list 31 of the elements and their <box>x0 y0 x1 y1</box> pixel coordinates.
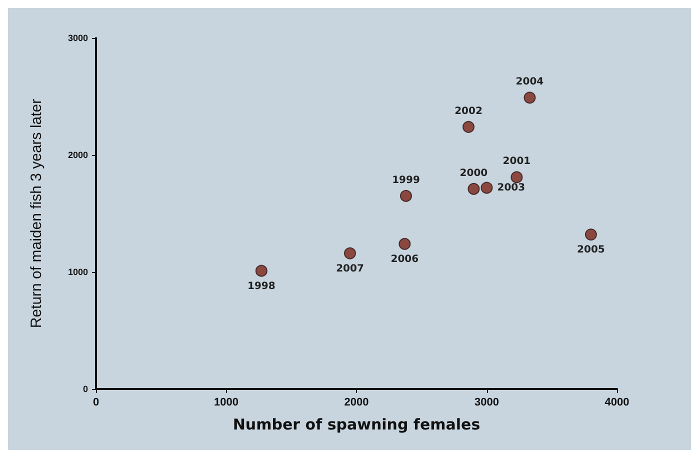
annotation: 1998 <box>247 280 276 292</box>
annotation: 1999 <box>392 174 420 186</box>
point <box>480 182 493 194</box>
point <box>584 228 597 241</box>
annotation: 2001 <box>502 156 531 168</box>
x-tick-label: 1000 <box>214 396 238 408</box>
annotation: 2000 <box>460 168 488 179</box>
point <box>255 264 268 277</box>
x-tick-label: 3000 <box>474 396 499 408</box>
annotation: 2002 <box>454 106 482 117</box>
point <box>398 238 411 250</box>
annotation: 2003 <box>497 182 526 194</box>
point <box>462 120 475 133</box>
point <box>468 182 480 195</box>
point <box>510 171 523 184</box>
x-tick-label: 2000 <box>344 396 369 408</box>
y-axis-title: Return of maiden fish 3 years later <box>28 98 45 328</box>
x-axis-title: Number of spawning females <box>232 416 480 434</box>
point <box>344 247 356 260</box>
point <box>400 190 412 202</box>
annotation: 2004 <box>516 76 544 88</box>
y-tick-label: 2000 <box>68 150 88 160</box>
annotation: 2006 <box>390 254 419 265</box>
y-tick-label: 0 <box>82 384 88 394</box>
y-tick-label: 3000 <box>68 33 88 43</box>
point <box>524 92 536 104</box>
x-tick-label: 4000 <box>604 396 630 408</box>
x-tick-label: 0 <box>92 396 100 408</box>
annotation: 2007 <box>336 263 364 274</box>
annotation: 2005 <box>577 244 605 256</box>
y-tick-label: 1000 <box>68 267 88 277</box>
